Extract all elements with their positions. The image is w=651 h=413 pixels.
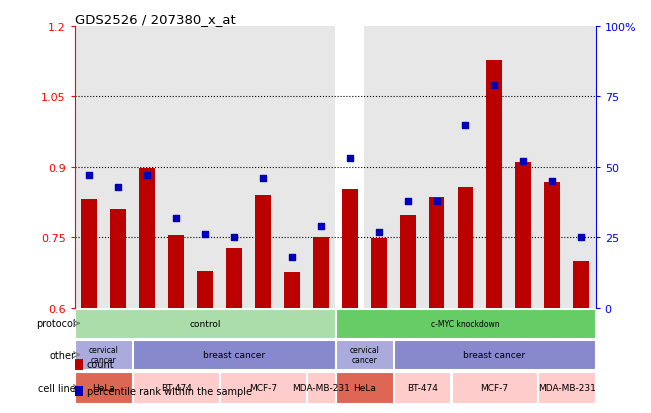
Bar: [451, 27, 480, 308]
Bar: [509, 27, 538, 308]
Point: [229, 234, 239, 241]
Text: MDA-MB-231: MDA-MB-231: [538, 383, 596, 392]
Bar: [110, 209, 126, 308]
Bar: [197, 271, 213, 308]
Bar: [219, 27, 249, 308]
Point: [258, 176, 268, 182]
Bar: [458, 187, 473, 308]
Point: [142, 173, 152, 179]
Point: [402, 198, 413, 204]
Text: BT-474: BT-474: [161, 383, 191, 392]
Bar: [133, 372, 219, 404]
Point: [518, 159, 529, 165]
Text: count: count: [87, 359, 114, 369]
Bar: [574, 261, 589, 308]
Bar: [76, 309, 335, 338]
Text: HeLa: HeLa: [353, 383, 376, 392]
Bar: [428, 197, 445, 308]
Bar: [220, 372, 306, 404]
Bar: [104, 27, 133, 308]
Text: GDS2526 / 207380_x_at: GDS2526 / 207380_x_at: [75, 13, 236, 26]
Point: [576, 234, 587, 241]
Bar: [81, 199, 97, 308]
Text: MCF-7: MCF-7: [480, 383, 508, 392]
Bar: [336, 309, 595, 338]
Bar: [394, 372, 450, 404]
Bar: [538, 372, 595, 404]
Point: [344, 156, 355, 162]
Bar: [76, 372, 132, 404]
Text: other: other: [49, 350, 76, 360]
Text: breast cancer: breast cancer: [203, 350, 265, 359]
Bar: [277, 27, 307, 308]
Bar: [335, 27, 364, 308]
Text: percentile rank within the sample: percentile rank within the sample: [87, 386, 251, 396]
Bar: [335, 27, 364, 308]
Bar: [255, 195, 271, 308]
Text: HeLa: HeLa: [92, 383, 115, 392]
Text: control: control: [189, 319, 221, 328]
Bar: [307, 27, 335, 308]
Text: protocol: protocol: [36, 318, 76, 328]
Bar: [313, 237, 329, 308]
Bar: [75, 27, 104, 308]
Bar: [364, 27, 393, 308]
Bar: [516, 163, 531, 308]
Text: BT-474: BT-474: [407, 383, 437, 392]
Text: cell line: cell line: [38, 382, 76, 392]
Point: [316, 223, 326, 230]
Bar: [538, 27, 567, 308]
Point: [374, 229, 384, 235]
Bar: [452, 372, 537, 404]
Point: [489, 83, 499, 89]
Bar: [168, 235, 184, 308]
Bar: [422, 27, 451, 308]
Bar: [133, 340, 335, 369]
Bar: [139, 169, 155, 308]
Bar: [249, 27, 277, 308]
Bar: [394, 340, 595, 369]
Bar: [76, 340, 132, 369]
Bar: [226, 248, 242, 308]
Bar: [480, 27, 509, 308]
Point: [113, 184, 124, 190]
Bar: [335, 27, 364, 308]
Point: [432, 198, 442, 204]
Point: [286, 254, 297, 261]
Bar: [486, 61, 503, 308]
Text: breast cancer: breast cancer: [464, 350, 525, 359]
Bar: [133, 27, 161, 308]
Bar: [544, 183, 561, 308]
Bar: [161, 27, 191, 308]
Bar: [400, 215, 415, 308]
Text: MCF-7: MCF-7: [249, 383, 277, 392]
Point: [200, 232, 210, 238]
Bar: [191, 27, 219, 308]
Text: cervical
cancer: cervical cancer: [89, 345, 118, 364]
Bar: [370, 239, 387, 308]
Bar: [342, 190, 357, 308]
Text: c-MYC knockdown: c-MYC knockdown: [431, 319, 500, 328]
Point: [171, 215, 182, 221]
Bar: [336, 340, 393, 369]
Bar: [284, 273, 300, 308]
Bar: [336, 372, 393, 404]
Bar: [307, 372, 335, 404]
Point: [84, 173, 94, 179]
Bar: [393, 27, 422, 308]
Point: [547, 178, 557, 185]
Bar: [567, 27, 596, 308]
Text: MDA-MB-231: MDA-MB-231: [292, 383, 350, 392]
Text: cervical
cancer: cervical cancer: [349, 345, 379, 364]
Point: [460, 122, 471, 128]
